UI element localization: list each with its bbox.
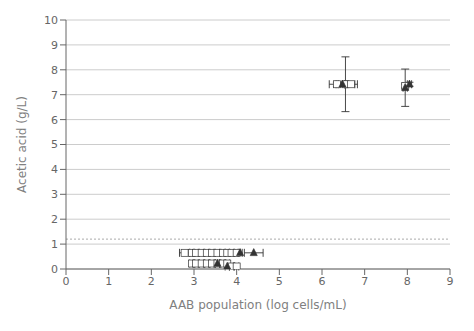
svg-text:9: 9 [447, 275, 454, 288]
svg-text:2: 2 [51, 213, 58, 226]
svg-text:0: 0 [51, 263, 58, 276]
svg-text:4: 4 [233, 275, 240, 288]
svg-text:3: 3 [51, 188, 58, 201]
svg-text:5: 5 [276, 275, 283, 288]
svg-text:9: 9 [51, 39, 58, 52]
svg-text:Acetic acid (g/L): Acetic acid (g/L) [15, 96, 29, 193]
svg-text:0: 0 [63, 275, 70, 288]
svg-text:AAB population (log cells/mL): AAB population (log cells/mL) [169, 298, 346, 312]
svg-text:7: 7 [361, 275, 368, 288]
svg-text:10: 10 [44, 14, 58, 27]
svg-text:8: 8 [404, 275, 411, 288]
svg-text:3: 3 [191, 275, 198, 288]
svg-text:8: 8 [51, 64, 58, 77]
svg-text:6: 6 [319, 275, 326, 288]
svg-text:6: 6 [51, 114, 58, 127]
svg-text:7: 7 [51, 89, 58, 102]
svg-text:1: 1 [51, 238, 58, 251]
svg-text:4: 4 [51, 163, 58, 176]
svg-text:5: 5 [51, 138, 58, 151]
svg-text:2: 2 [148, 275, 155, 288]
svg-text:1: 1 [105, 275, 112, 288]
